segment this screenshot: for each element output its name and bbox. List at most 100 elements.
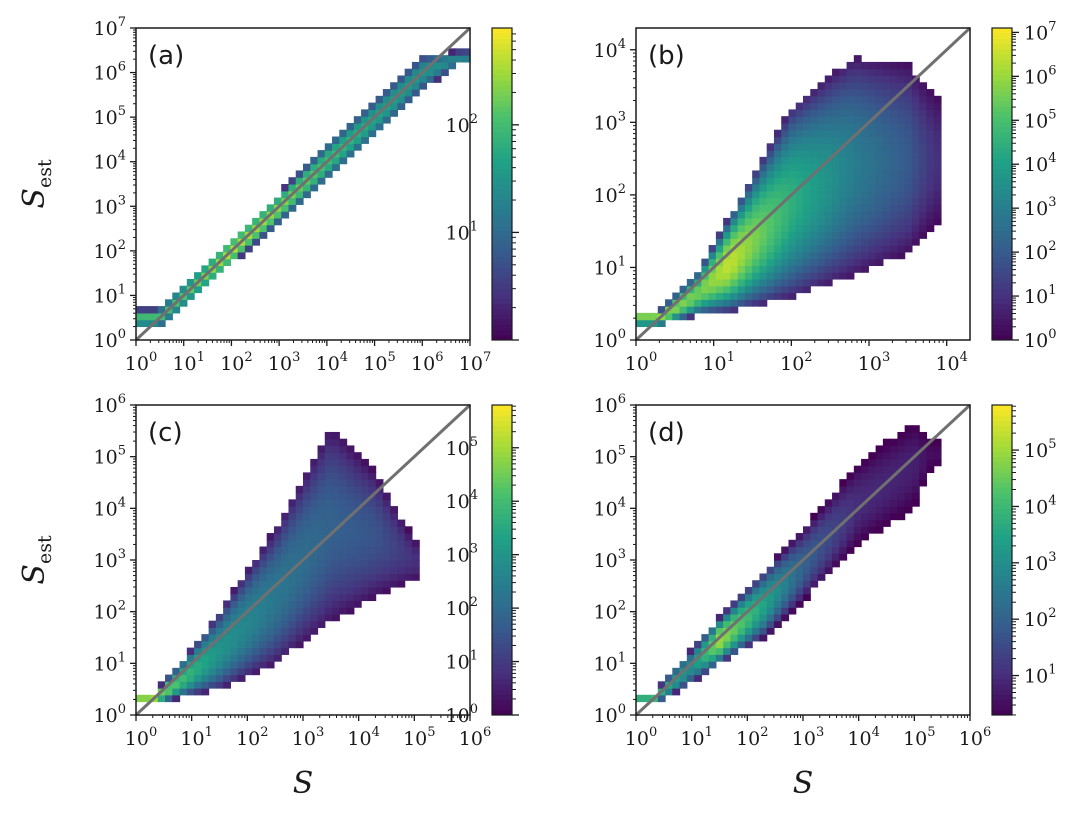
heatmap-cell bbox=[897, 61, 906, 70]
heatmap-cell bbox=[332, 136, 340, 144]
heatmap-cell bbox=[201, 674, 210, 682]
heatmap-cell bbox=[332, 163, 340, 172]
heatmap-cell bbox=[273, 197, 282, 205]
heatmap-cell bbox=[266, 560, 275, 568]
heatmap-cell bbox=[448, 48, 457, 56]
heatmap-cell bbox=[752, 231, 761, 239]
heatmap-cell bbox=[817, 129, 826, 138]
colorbar-segment bbox=[992, 477, 1012, 483]
heatmap-cell bbox=[317, 506, 326, 514]
heatmap-cell bbox=[846, 184, 855, 192]
colorbar-tick-label: 101 bbox=[446, 649, 478, 674]
colorbar-segment bbox=[492, 43, 512, 50]
heatmap-cell bbox=[368, 566, 377, 575]
heatmap-cell bbox=[803, 95, 811, 104]
heatmap-cell bbox=[194, 667, 202, 676]
heatmap-cell bbox=[295, 600, 304, 608]
heatmap-cell bbox=[694, 272, 702, 280]
heatmap-cell bbox=[411, 89, 420, 97]
heatmap-cell bbox=[861, 519, 869, 527]
heatmap-cell bbox=[368, 109, 377, 117]
heatmap-cell bbox=[723, 217, 731, 226]
colorbar-segment bbox=[992, 158, 1012, 164]
heatmap-cell bbox=[397, 519, 406, 527]
heatmap-cell bbox=[237, 231, 246, 239]
heatmap-cell bbox=[832, 217, 840, 226]
heatmap-cell bbox=[281, 600, 290, 608]
heatmap-cell bbox=[281, 586, 290, 595]
heatmap-cell bbox=[911, 177, 920, 185]
heatmap-cell bbox=[744, 627, 753, 635]
heatmap-cell bbox=[752, 299, 761, 307]
heatmap-cell bbox=[339, 607, 348, 615]
colorbar-segment bbox=[492, 329, 512, 336]
colorbar-segment bbox=[492, 467, 512, 473]
heatmap-cell bbox=[933, 184, 942, 192]
heatmap-cell bbox=[339, 566, 348, 575]
heatmap-cell bbox=[810, 177, 819, 185]
heatmap-cell bbox=[723, 278, 731, 287]
heatmap-cell bbox=[911, 170, 920, 178]
heatmap-cell bbox=[933, 438, 942, 447]
heatmap-cell bbox=[244, 586, 253, 595]
heatmap-cell bbox=[310, 163, 319, 172]
heatmap-cell bbox=[752, 238, 761, 246]
heatmap-cell bbox=[824, 526, 833, 534]
heatmap-cell bbox=[397, 526, 406, 534]
heatmap-cell bbox=[803, 170, 811, 178]
heatmap-cell bbox=[810, 95, 819, 104]
heatmap-cell bbox=[310, 573, 319, 581]
heatmap-cell bbox=[208, 647, 217, 655]
heatmap-cell bbox=[846, 224, 855, 233]
heatmap-cell bbox=[310, 177, 319, 185]
heatmap-cell bbox=[382, 586, 391, 595]
colorbar-segment bbox=[492, 126, 512, 133]
heatmap-cell bbox=[259, 600, 268, 608]
heatmap-cell bbox=[824, 258, 833, 266]
heatmap-cell bbox=[781, 184, 790, 192]
heatmap-cell bbox=[433, 75, 442, 83]
heatmap-cell bbox=[766, 251, 775, 260]
heatmap-cell bbox=[803, 102, 811, 110]
heatmap-cell bbox=[657, 306, 666, 314]
heatmap-cell bbox=[310, 512, 319, 521]
heatmap-cell bbox=[904, 143, 913, 151]
heatmap-cell bbox=[817, 204, 826, 212]
heatmap-cell bbox=[875, 499, 884, 507]
heatmap-cell bbox=[890, 190, 898, 199]
colorbar-segment bbox=[992, 262, 1012, 268]
heatmap-cell bbox=[737, 285, 746, 294]
colorbar-segment bbox=[492, 142, 512, 149]
heatmap-cell bbox=[781, 211, 790, 219]
heatmap-cell bbox=[737, 278, 746, 287]
heatmap-cell bbox=[744, 265, 753, 273]
colorbar-segment bbox=[992, 319, 1012, 325]
heatmap-cell bbox=[904, 177, 913, 185]
heatmap-cell bbox=[273, 553, 282, 561]
heatmap-cell bbox=[919, 177, 928, 185]
heatmap-cell bbox=[295, 573, 304, 581]
heatmap-cell bbox=[737, 299, 746, 307]
heatmap-cell bbox=[730, 238, 739, 246]
heatmap-cell bbox=[353, 452, 362, 460]
heatmap-cell bbox=[875, 479, 884, 487]
heatmap-cell bbox=[397, 573, 406, 581]
colorbar-segment bbox=[492, 601, 512, 607]
heatmap-cell bbox=[897, 224, 906, 233]
heatmap-cell bbox=[890, 506, 898, 514]
heatmap-cell bbox=[846, 170, 855, 178]
heatmap-cell bbox=[752, 265, 761, 273]
heatmap-cell bbox=[390, 546, 398, 554]
heatmap-cell bbox=[890, 129, 898, 138]
colorbar-segment bbox=[492, 121, 512, 128]
heatmap-cell bbox=[230, 654, 239, 662]
heatmap-cell bbox=[694, 661, 702, 669]
colorbar-segment bbox=[992, 95, 1012, 102]
heatmap-cell bbox=[317, 607, 326, 615]
heatmap-cell bbox=[708, 292, 717, 300]
heatmap-cell bbox=[744, 272, 753, 280]
heatmap-cell bbox=[361, 546, 369, 554]
heatmap-cell bbox=[361, 485, 369, 494]
heatmap-cell bbox=[201, 654, 210, 662]
heatmap-cell bbox=[708, 245, 717, 253]
